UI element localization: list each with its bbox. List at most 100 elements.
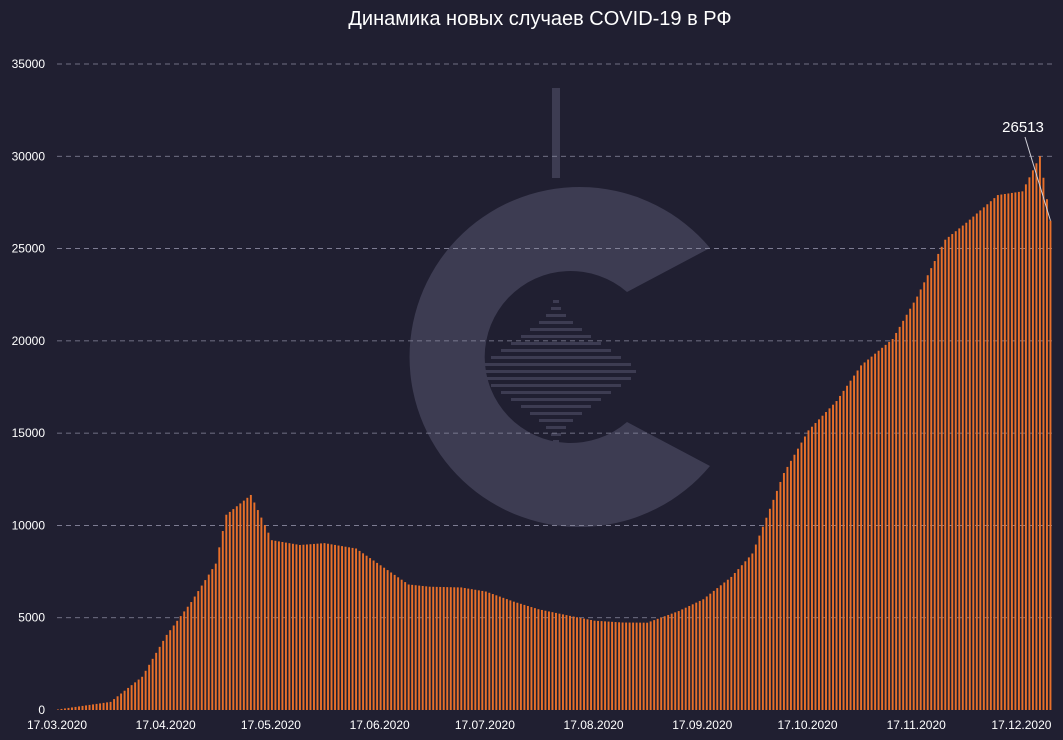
bar: [1035, 163, 1038, 711]
bar: [842, 390, 845, 710]
bar: [127, 687, 130, 710]
bar: [334, 544, 336, 710]
bar: [260, 517, 263, 710]
bar: [653, 620, 656, 710]
bar: [414, 585, 417, 710]
bar: [221, 531, 224, 710]
bar: [141, 676, 144, 710]
bar: [369, 558, 372, 710]
bar: [670, 613, 673, 710]
bar: [807, 430, 810, 710]
bar: [376, 562, 379, 710]
bar: [649, 621, 652, 710]
bar: [102, 702, 105, 710]
bar: [1010, 192, 1013, 710]
bar: [877, 350, 880, 710]
bar: [516, 602, 519, 710]
bar: [751, 553, 754, 710]
bar: [754, 544, 757, 710]
bar: [628, 622, 631, 710]
peak-annotation: 26513: [1002, 119, 1051, 221]
bar: [839, 395, 841, 710]
bar: [298, 544, 301, 710]
bar: [453, 587, 456, 710]
bar: [362, 553, 365, 710]
bar: [446, 587, 449, 710]
bar: [993, 198, 996, 710]
bar: [393, 574, 396, 710]
bar: [1017, 191, 1020, 710]
bar: [558, 613, 561, 710]
bar: [204, 580, 207, 710]
bar: [88, 704, 91, 710]
bar: [379, 565, 382, 710]
watermark-wave-line: [530, 412, 582, 415]
watermark-wave-line: [553, 440, 559, 443]
bar: [632, 622, 635, 710]
bar: [961, 225, 964, 710]
bar: [569, 615, 571, 710]
bar: [835, 401, 838, 710]
bar: [916, 296, 919, 710]
watermark-mast: [552, 88, 560, 178]
bar: [702, 599, 705, 710]
bar: [975, 213, 978, 710]
bar: [463, 588, 466, 710]
x-tick-label: 17.11.2020: [887, 718, 946, 732]
bar: [625, 622, 628, 710]
y-tick-label: 35000: [12, 57, 46, 71]
bar: [930, 268, 933, 710]
y-tick-label: 10000: [12, 518, 46, 532]
bar: [81, 705, 84, 710]
bar: [313, 543, 315, 710]
bar: [793, 454, 796, 710]
bar: [71, 707, 73, 710]
bar: [439, 586, 442, 710]
bar: [355, 548, 358, 710]
watermark-wave-line: [511, 342, 601, 345]
x-tick-label: 17.08.2020: [564, 718, 624, 732]
bar: [646, 622, 649, 710]
bar: [327, 543, 329, 710]
bar: [351, 547, 354, 710]
bar: [512, 601, 515, 710]
bar: [937, 253, 940, 711]
bar: [698, 600, 701, 710]
watermark-wave-line: [546, 314, 566, 317]
bar: [120, 693, 123, 710]
bar: [57, 709, 59, 710]
bar: [502, 597, 505, 710]
bar: [211, 569, 214, 710]
bar: [246, 497, 249, 710]
watermark-wave-line: [539, 419, 573, 422]
bar: [562, 614, 564, 710]
bar: [544, 610, 547, 710]
bar: [232, 509, 235, 710]
bar: [579, 617, 582, 710]
bar: [85, 705, 87, 710]
bar: [635, 622, 638, 710]
watermark-wave-line: [491, 384, 621, 387]
bar: [309, 544, 312, 710]
bar: [884, 344, 887, 710]
bar: [344, 546, 347, 710]
watermark-wave-line: [481, 363, 631, 366]
bar: [467, 588, 470, 710]
bar: [99, 703, 102, 710]
bar: [411, 584, 414, 710]
bar: [337, 545, 340, 710]
bar: [186, 606, 189, 710]
bar: [870, 356, 873, 710]
bar: [470, 589, 473, 710]
bar: [169, 630, 172, 710]
bar: [281, 541, 284, 710]
bar: [747, 557, 750, 710]
x-tick-label: 17.10.2020: [777, 718, 837, 732]
bar: [982, 207, 985, 710]
watermark-wave-line: [511, 398, 601, 401]
bar: [547, 611, 550, 710]
bar: [663, 616, 666, 710]
bar: [723, 582, 726, 710]
bar: [590, 619, 592, 710]
bar: [947, 236, 950, 710]
